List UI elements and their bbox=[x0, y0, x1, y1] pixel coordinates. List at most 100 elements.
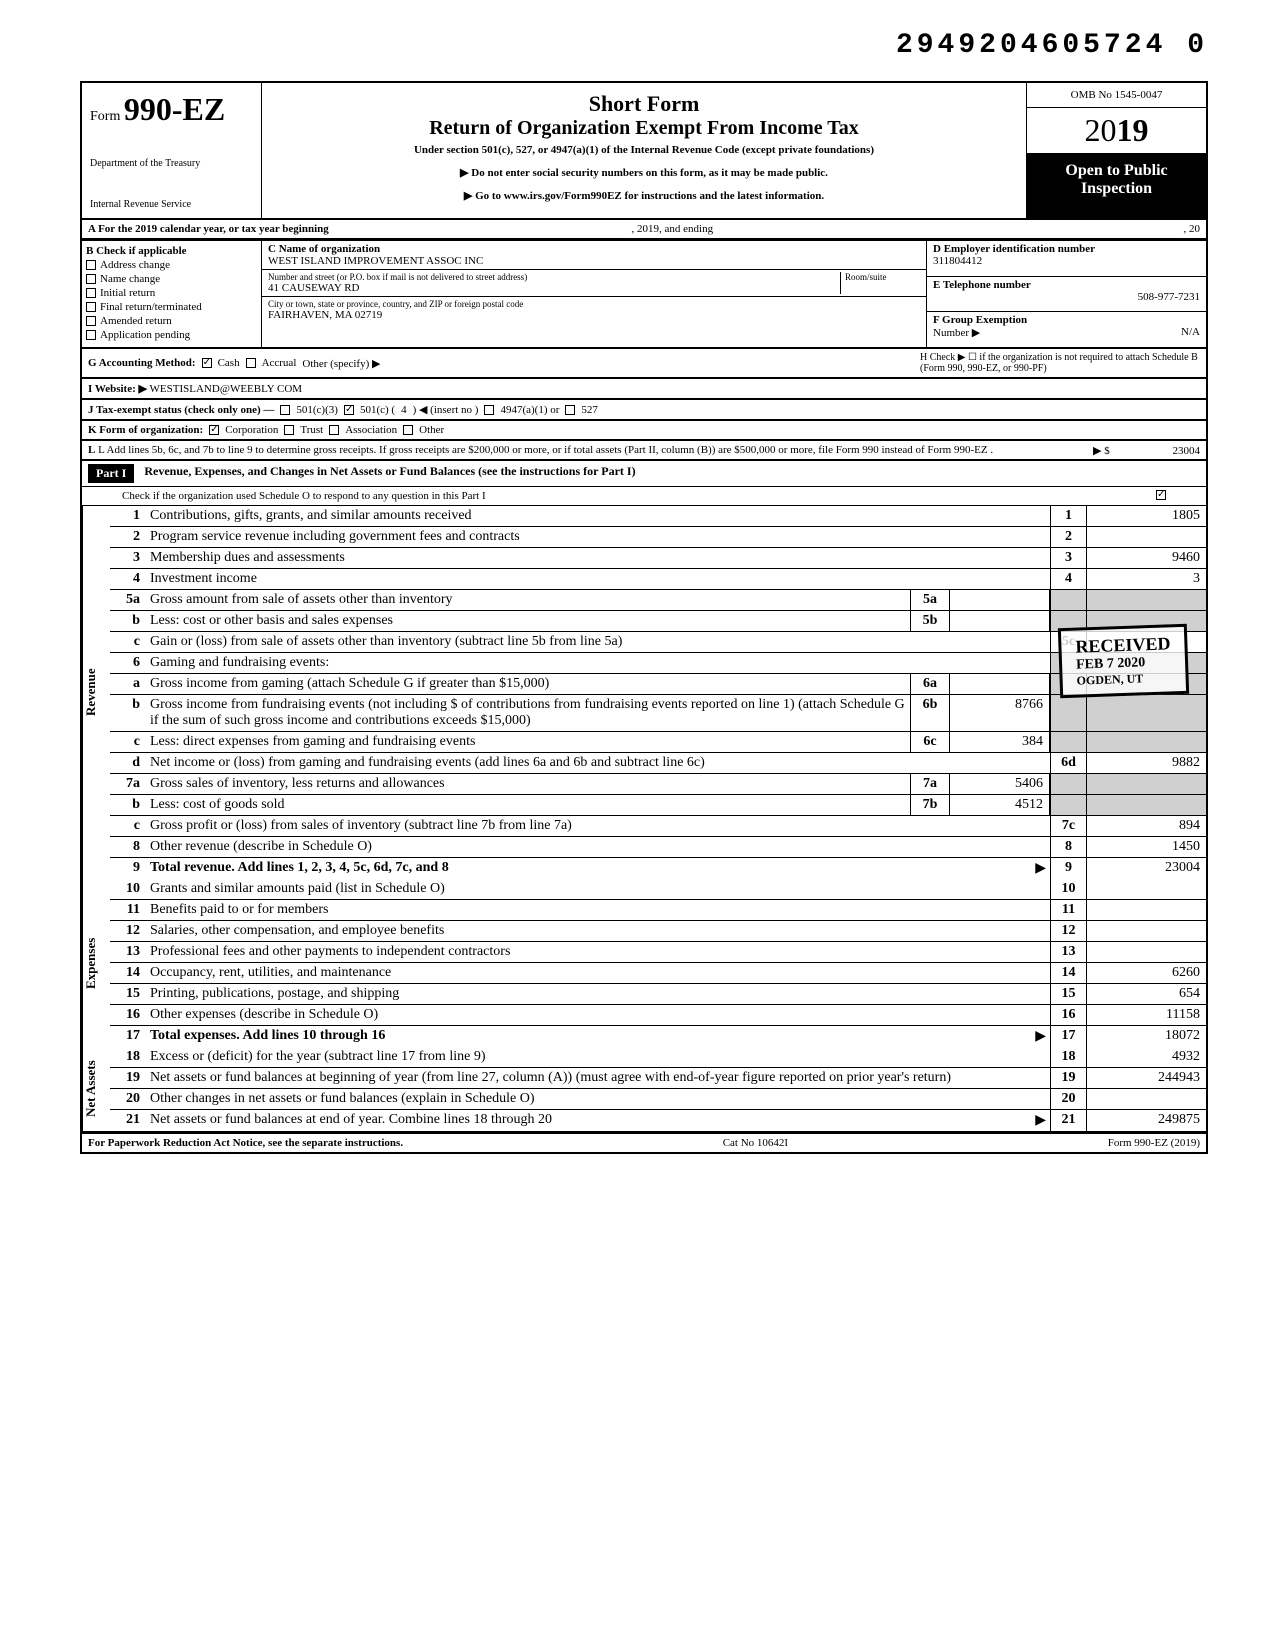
end-box: 9 bbox=[1050, 858, 1086, 879]
mid-box: 6c bbox=[910, 732, 950, 752]
line-number: b bbox=[110, 695, 146, 731]
line-number: b bbox=[110, 611, 146, 631]
line-desc: Excess or (deficit) for the year (subtra… bbox=[146, 1047, 1050, 1067]
line-a-text: A For the 2019 calendar year, or tax yea… bbox=[88, 223, 329, 235]
line-number: c bbox=[110, 632, 146, 652]
end-box: 3 bbox=[1050, 548, 1086, 568]
line-row: 18Excess or (deficit) for the year (subt… bbox=[110, 1047, 1206, 1068]
line-row: bLess: cost of goods sold7b4512 bbox=[110, 795, 1206, 816]
end-value: 11158 bbox=[1086, 1005, 1206, 1025]
mid-box: 5b bbox=[910, 611, 950, 631]
end-value bbox=[1086, 942, 1206, 962]
line-a-end: , 20 bbox=[1184, 223, 1201, 235]
end-value: 9882 bbox=[1086, 753, 1206, 773]
check-initial-label: Initial return bbox=[100, 287, 155, 299]
end-value: 6260 bbox=[1086, 963, 1206, 983]
line-row: 21Net assets or fund balances at end of … bbox=[110, 1110, 1206, 1131]
line-desc: Total expenses. Add lines 10 through 16 … bbox=[146, 1026, 1050, 1047]
check-assoc[interactable] bbox=[329, 425, 339, 435]
check-trust[interactable] bbox=[284, 425, 294, 435]
other-label: Other (specify) ▶ bbox=[302, 357, 380, 370]
line-desc: Net income or (loss) from gaming and fun… bbox=[146, 753, 1050, 773]
line-number: 16 bbox=[110, 1005, 146, 1025]
website-value: WESTISLAND@WEEBLY COM bbox=[150, 383, 303, 395]
line-number: 19 bbox=[110, 1068, 146, 1088]
part1-title: Revenue, Expenses, and Changes in Net As… bbox=[144, 464, 635, 483]
line-desc: Gain or (loss) from sale of assets other… bbox=[146, 632, 1050, 652]
cash-label: Cash bbox=[218, 357, 240, 369]
check-cash[interactable] bbox=[202, 358, 212, 368]
check-527[interactable] bbox=[565, 405, 575, 415]
assoc-label: Association bbox=[345, 424, 397, 436]
h-label: H Check ▶ ☐ if the organization is not r… bbox=[920, 352, 1200, 374]
mid-value bbox=[950, 590, 1050, 610]
check-amended-label: Amended return bbox=[100, 315, 172, 327]
line-desc: Occupancy, rent, utilities, and maintena… bbox=[146, 963, 1050, 983]
line-number: 9 bbox=[110, 858, 146, 879]
end-value bbox=[1086, 900, 1206, 920]
mid-value: 8766 bbox=[950, 695, 1050, 731]
check-final-label: Final return/terminated bbox=[100, 301, 202, 313]
check-corp[interactable] bbox=[209, 425, 219, 435]
check-address-label: Address change bbox=[100, 259, 170, 271]
line-number: 17 bbox=[110, 1026, 146, 1047]
check-name[interactable] bbox=[86, 274, 96, 284]
check-initial[interactable] bbox=[86, 288, 96, 298]
check-address[interactable] bbox=[86, 260, 96, 270]
check-4947[interactable] bbox=[484, 405, 494, 415]
check-pending[interactable] bbox=[86, 330, 96, 340]
netassets-section: Net Assets 18Excess or (deficit) for the… bbox=[80, 1047, 1208, 1133]
end-value: 654 bbox=[1086, 984, 1206, 1004]
check-other-org[interactable] bbox=[403, 425, 413, 435]
expenses-section: Expenses 10Grants and similar amounts pa… bbox=[80, 879, 1208, 1047]
line-desc: Other revenue (describe in Schedule O) bbox=[146, 837, 1050, 857]
footer-left: For Paperwork Reduction Act Notice, see … bbox=[88, 1137, 403, 1149]
end-box: 18 bbox=[1050, 1047, 1086, 1067]
line-desc: Salaries, other compensation, and employ… bbox=[146, 921, 1050, 941]
527-label: 527 bbox=[581, 404, 598, 416]
line-row: 17Total expenses. Add lines 10 through 1… bbox=[110, 1026, 1206, 1047]
netassets-side-label: Net Assets bbox=[82, 1047, 110, 1131]
line-row: 10Grants and similar amounts paid (list … bbox=[110, 879, 1206, 900]
j-label: J Tax-exempt status (check only one) — bbox=[88, 404, 274, 416]
line-number: c bbox=[110, 732, 146, 752]
line-row: 13Professional fees and other payments t… bbox=[110, 942, 1206, 963]
end-value: 18072 bbox=[1086, 1026, 1206, 1047]
part1-header: Part I bbox=[88, 464, 134, 483]
received-stamp: RECEIVED FEB 7 2020 OGDEN, UT bbox=[1058, 624, 1189, 698]
year-suffix: 19 bbox=[1117, 112, 1149, 148]
line-desc: Net assets or fund balances at end of ye… bbox=[146, 1110, 1050, 1131]
line-number: a bbox=[110, 674, 146, 694]
4947-label: 4947(a)(1) or bbox=[500, 404, 559, 416]
section-a: B Check if applicable Address change Nam… bbox=[80, 240, 1208, 349]
stamp-received: RECEIVED bbox=[1075, 633, 1171, 657]
check-accrual[interactable] bbox=[246, 358, 256, 368]
end-box: 8 bbox=[1050, 837, 1086, 857]
check-amended[interactable] bbox=[86, 316, 96, 326]
form-prefix: Form bbox=[90, 109, 120, 124]
street-label: Number and street (or P.O. box if mail i… bbox=[268, 272, 840, 282]
line-i: I Website: ▶ WESTISLAND@WEEBLY COM bbox=[80, 379, 1208, 400]
end-val-shaded bbox=[1086, 774, 1206, 794]
line-desc: Total revenue. Add lines 1, 2, 3, 4, 5c,… bbox=[146, 858, 1050, 879]
check-schedule-o[interactable] bbox=[1156, 490, 1166, 500]
line-row: dNet income or (loss) from gaming and fu… bbox=[110, 753, 1206, 774]
line-j: J Tax-exempt status (check only one) — 5… bbox=[80, 400, 1208, 421]
line-number: 6 bbox=[110, 653, 146, 673]
line-a: A For the 2019 calendar year, or tax yea… bbox=[80, 218, 1208, 240]
check-final[interactable] bbox=[86, 302, 96, 312]
line-row: cLess: direct expenses from gaming and f… bbox=[110, 732, 1206, 753]
line-number: 7a bbox=[110, 774, 146, 794]
check-501c3[interactable] bbox=[280, 405, 290, 415]
form-number: Form 990-EZ bbox=[90, 91, 253, 128]
revenue-side-label: Revenue bbox=[82, 506, 110, 879]
end-box: 15 bbox=[1050, 984, 1086, 1004]
l-value: 23004 bbox=[1173, 445, 1201, 457]
check-501c[interactable] bbox=[344, 405, 354, 415]
mid-box: 6a bbox=[910, 674, 950, 694]
line-row: 11Benefits paid to or for members11 bbox=[110, 900, 1206, 921]
end-box: 2 bbox=[1050, 527, 1086, 547]
line-number: 11 bbox=[110, 900, 146, 920]
line-row: 19Net assets or fund balances at beginni… bbox=[110, 1068, 1206, 1089]
k-label: K Form of organization: bbox=[88, 424, 203, 436]
